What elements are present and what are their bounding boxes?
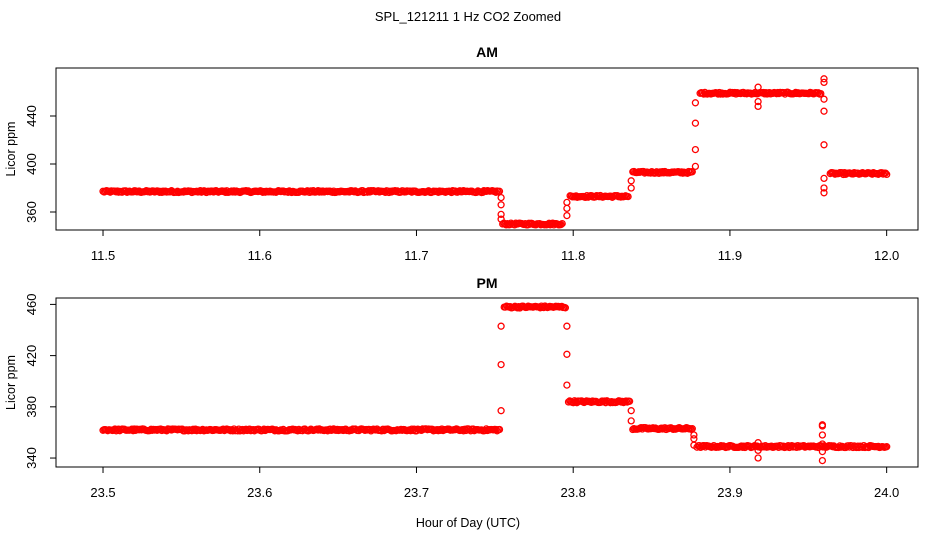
am-data-point xyxy=(820,189,828,197)
pm-data-point xyxy=(818,431,827,439)
pm-data-point xyxy=(627,417,635,425)
am-x-tick-label: 11.5 xyxy=(91,248,115,263)
am-data-points xyxy=(99,75,891,229)
pm-data-point xyxy=(497,322,505,330)
am-data-point xyxy=(624,192,632,201)
am-data-point xyxy=(881,169,890,177)
pm-data-point xyxy=(690,431,698,439)
am-data-point xyxy=(820,95,828,103)
figure-title: SPL_121211 1 Hz CO2 Zoomed xyxy=(375,9,561,24)
pm-data-point xyxy=(818,447,827,456)
am-y-tick-label: 440 xyxy=(24,105,39,127)
pm-x-tick-label: 24.0 xyxy=(874,485,899,500)
pm-data-point xyxy=(622,397,630,405)
am-x-tick-label: 11.7 xyxy=(404,248,428,263)
pm-data-point xyxy=(818,421,827,429)
pm-data-point xyxy=(688,425,696,433)
am-y-axis-label: Licor ppm xyxy=(4,122,18,177)
am-data-point xyxy=(497,201,505,209)
pm-data-points xyxy=(99,302,891,465)
am-data-point xyxy=(820,184,828,192)
am-data-point xyxy=(691,162,700,171)
am-data-point xyxy=(558,219,566,228)
am-data-point xyxy=(691,119,700,127)
am-data-point xyxy=(754,102,762,111)
pm-data-point xyxy=(818,456,827,465)
am-x-tick-label: 12.0 xyxy=(874,248,899,263)
am-data-point xyxy=(563,198,571,207)
pm-data-point xyxy=(754,454,762,462)
am-data-point xyxy=(563,204,571,213)
pm-data-point xyxy=(492,425,500,434)
pm-data-point xyxy=(563,322,571,330)
am-data-point xyxy=(691,145,700,154)
am-x-tick-label: 11.6 xyxy=(248,248,272,263)
pm-panel-title: PM xyxy=(477,275,498,291)
am-x-tick-label: 11.8 xyxy=(561,248,585,263)
am-data-point xyxy=(820,141,828,149)
am-data-point xyxy=(688,168,696,176)
pm-y-tick-label: 380 xyxy=(24,396,39,418)
am-data-point xyxy=(820,75,828,83)
am-data-point xyxy=(497,193,505,202)
pm-data-point xyxy=(690,435,698,443)
am-data-point xyxy=(820,174,828,183)
am-data-point xyxy=(627,184,635,192)
pm-x-tick-label: 23.8 xyxy=(561,485,586,500)
am-data-point xyxy=(497,215,505,223)
pm-data-point xyxy=(497,360,505,369)
am-panel-title: AM xyxy=(476,44,498,60)
pm-data-point xyxy=(818,440,827,448)
pm-y-tick-label: 340 xyxy=(24,447,39,469)
am-data-point xyxy=(820,78,828,87)
pm-y-tick-label: 460 xyxy=(24,294,39,316)
pm-y-tick-label: 420 xyxy=(24,345,39,367)
pm-data-point xyxy=(754,439,762,447)
pm-data-point xyxy=(627,407,635,415)
am-data-point xyxy=(820,107,828,115)
panel-am: AM Licor ppm 360 400 440 11.5 11.6 11.7 11.8 11.9… xyxy=(4,44,919,263)
am-data-point xyxy=(817,89,825,98)
x-axis-label: Hour of Day (UTC) xyxy=(416,516,520,530)
pm-x-tick-label: 23.9 xyxy=(717,485,742,500)
am-data-point xyxy=(495,187,504,195)
am-y-tick-label: 400 xyxy=(24,153,39,175)
pm-plot-frame xyxy=(55,297,919,468)
pm-y-axis-label: Licor ppm xyxy=(4,355,18,410)
pm-data-point xyxy=(563,350,571,358)
pm-data-point xyxy=(754,446,762,455)
am-y-tick-label: 360 xyxy=(24,201,39,223)
pm-x-tick-label: 23.6 xyxy=(247,485,272,500)
am-x-tick-label: 11.9 xyxy=(718,248,742,263)
pm-data-point xyxy=(497,407,505,415)
am-data-point xyxy=(754,83,762,91)
panel-pm: PM Licor ppm 340 380 420 460 23.5 23.6 23.7 23.8 2… xyxy=(4,275,919,500)
pm-data-point xyxy=(563,381,571,389)
am-plot-frame xyxy=(55,67,919,231)
pm-data-point xyxy=(561,304,570,312)
am-data-point xyxy=(563,211,571,220)
pm-x-tick-label: 23.5 xyxy=(90,485,115,500)
am-data-point xyxy=(627,177,635,185)
pm-data-point xyxy=(883,443,891,451)
pm-x-tick-label: 23.7 xyxy=(404,485,429,500)
am-data-point xyxy=(691,99,700,107)
am-data-point xyxy=(557,220,565,229)
pm-data-point xyxy=(625,397,634,405)
pm-data-point xyxy=(495,425,504,434)
am-data-point xyxy=(754,97,762,106)
am-data-point xyxy=(497,210,505,219)
am-data-point xyxy=(883,170,891,179)
